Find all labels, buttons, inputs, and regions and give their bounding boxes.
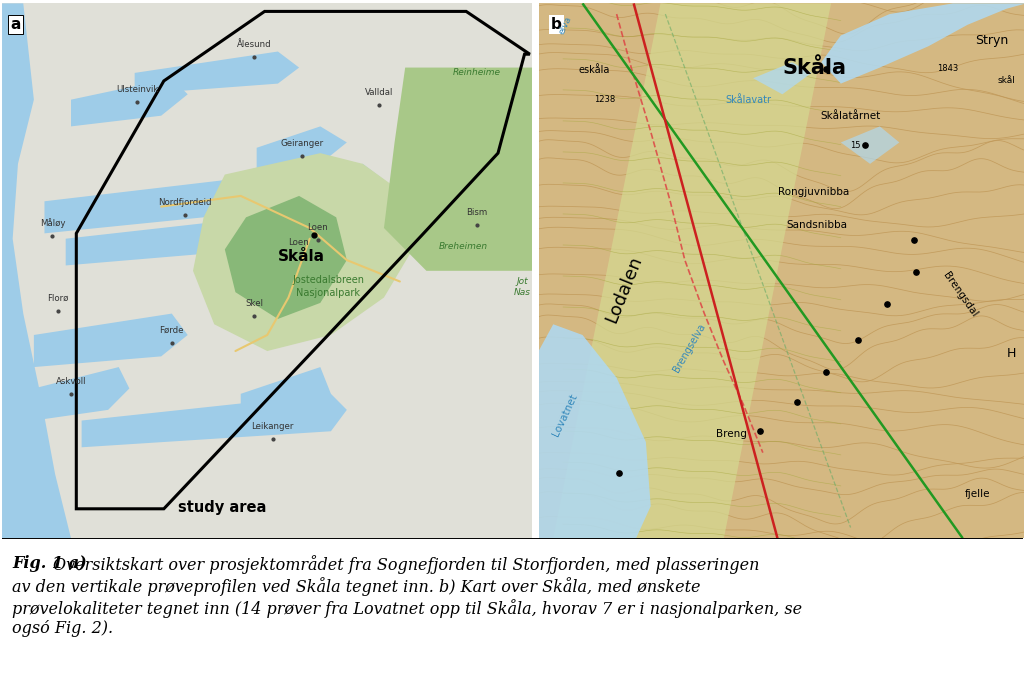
Text: Måløy: Måløy: [40, 218, 66, 228]
Text: Oversiktskart over prosjektområdet fra Sognefjorden til Storfjorden, med plasser: Oversiktskart over prosjektområdet fra S…: [12, 555, 803, 637]
Text: Florø: Florø: [47, 294, 69, 303]
Text: Nordfjordeid: Nordfjordeid: [159, 198, 212, 206]
Text: Loen: Loen: [288, 238, 308, 246]
Text: Ålesund: Ålesund: [237, 40, 271, 49]
Text: 1238: 1238: [594, 95, 615, 104]
Text: elva: elva: [557, 14, 573, 35]
Text: Lodalen: Lodalen: [602, 253, 645, 326]
Text: Jot
Nas: Jot Nas: [513, 277, 530, 297]
Text: Skålatårnet: Skålatårnet: [820, 111, 881, 121]
Polygon shape: [82, 394, 347, 447]
Text: 1843: 1843: [937, 64, 958, 73]
Polygon shape: [553, 3, 831, 538]
Text: Skåla: Skåla: [782, 58, 846, 78]
Polygon shape: [539, 324, 650, 538]
Text: b: b: [551, 17, 562, 32]
Text: H: H: [1007, 347, 1016, 360]
Text: Loen: Loen: [307, 223, 328, 232]
Polygon shape: [384, 68, 532, 271]
Text: Rongjuvnibba: Rongjuvnibba: [778, 187, 850, 196]
Text: fjelle: fjelle: [965, 489, 990, 500]
Text: 15: 15: [850, 141, 861, 150]
Text: study area: study area: [178, 500, 266, 515]
Text: Fig. 1 a): Fig. 1 a): [12, 555, 87, 572]
Text: Valldal: Valldal: [365, 88, 393, 97]
Text: Førde: Førde: [160, 326, 184, 335]
Polygon shape: [34, 367, 129, 420]
Polygon shape: [257, 127, 347, 175]
Text: Ulsteinvik: Ulsteinvik: [116, 85, 159, 94]
Polygon shape: [753, 62, 812, 94]
Polygon shape: [241, 367, 331, 431]
Polygon shape: [2, 3, 71, 538]
Text: Breng: Breng: [716, 429, 746, 439]
Text: Breheimen: Breheimen: [439, 242, 488, 251]
Text: Jostedalsbreen
Nasjonalpark: Jostedalsbreen Nasjonalpark: [292, 276, 365, 299]
Text: Geiranger: Geiranger: [281, 139, 324, 148]
Polygon shape: [821, 3, 1024, 83]
Polygon shape: [841, 127, 899, 164]
Text: Brengselva: Brengselva: [672, 322, 708, 374]
Text: eskåla: eskåla: [579, 65, 610, 75]
Text: Sandsnibba: Sandsnibba: [786, 220, 847, 230]
Text: Bism: Bism: [466, 209, 487, 217]
Text: skål: skål: [997, 77, 1016, 85]
Polygon shape: [66, 217, 278, 265]
Polygon shape: [135, 51, 299, 94]
Text: Lovatnet: Lovatnet: [551, 393, 580, 438]
Text: Leikanger: Leikanger: [251, 422, 294, 431]
Text: a: a: [10, 17, 20, 32]
Text: Reinheime: Reinheime: [453, 68, 501, 77]
Text: Skålavatr: Skålavatr: [725, 95, 771, 105]
Polygon shape: [44, 164, 384, 234]
Polygon shape: [71, 79, 187, 127]
Text: Brengsdal: Brengsdal: [941, 271, 979, 319]
Text: Askvoll: Askvoll: [55, 377, 86, 386]
Text: Stryn: Stryn: [975, 35, 1009, 47]
Polygon shape: [193, 153, 416, 351]
Polygon shape: [225, 196, 347, 319]
Text: Skåla: Skåla: [279, 249, 326, 265]
Polygon shape: [2, 3, 532, 538]
Text: Skel: Skel: [245, 299, 263, 308]
Polygon shape: [34, 313, 187, 367]
